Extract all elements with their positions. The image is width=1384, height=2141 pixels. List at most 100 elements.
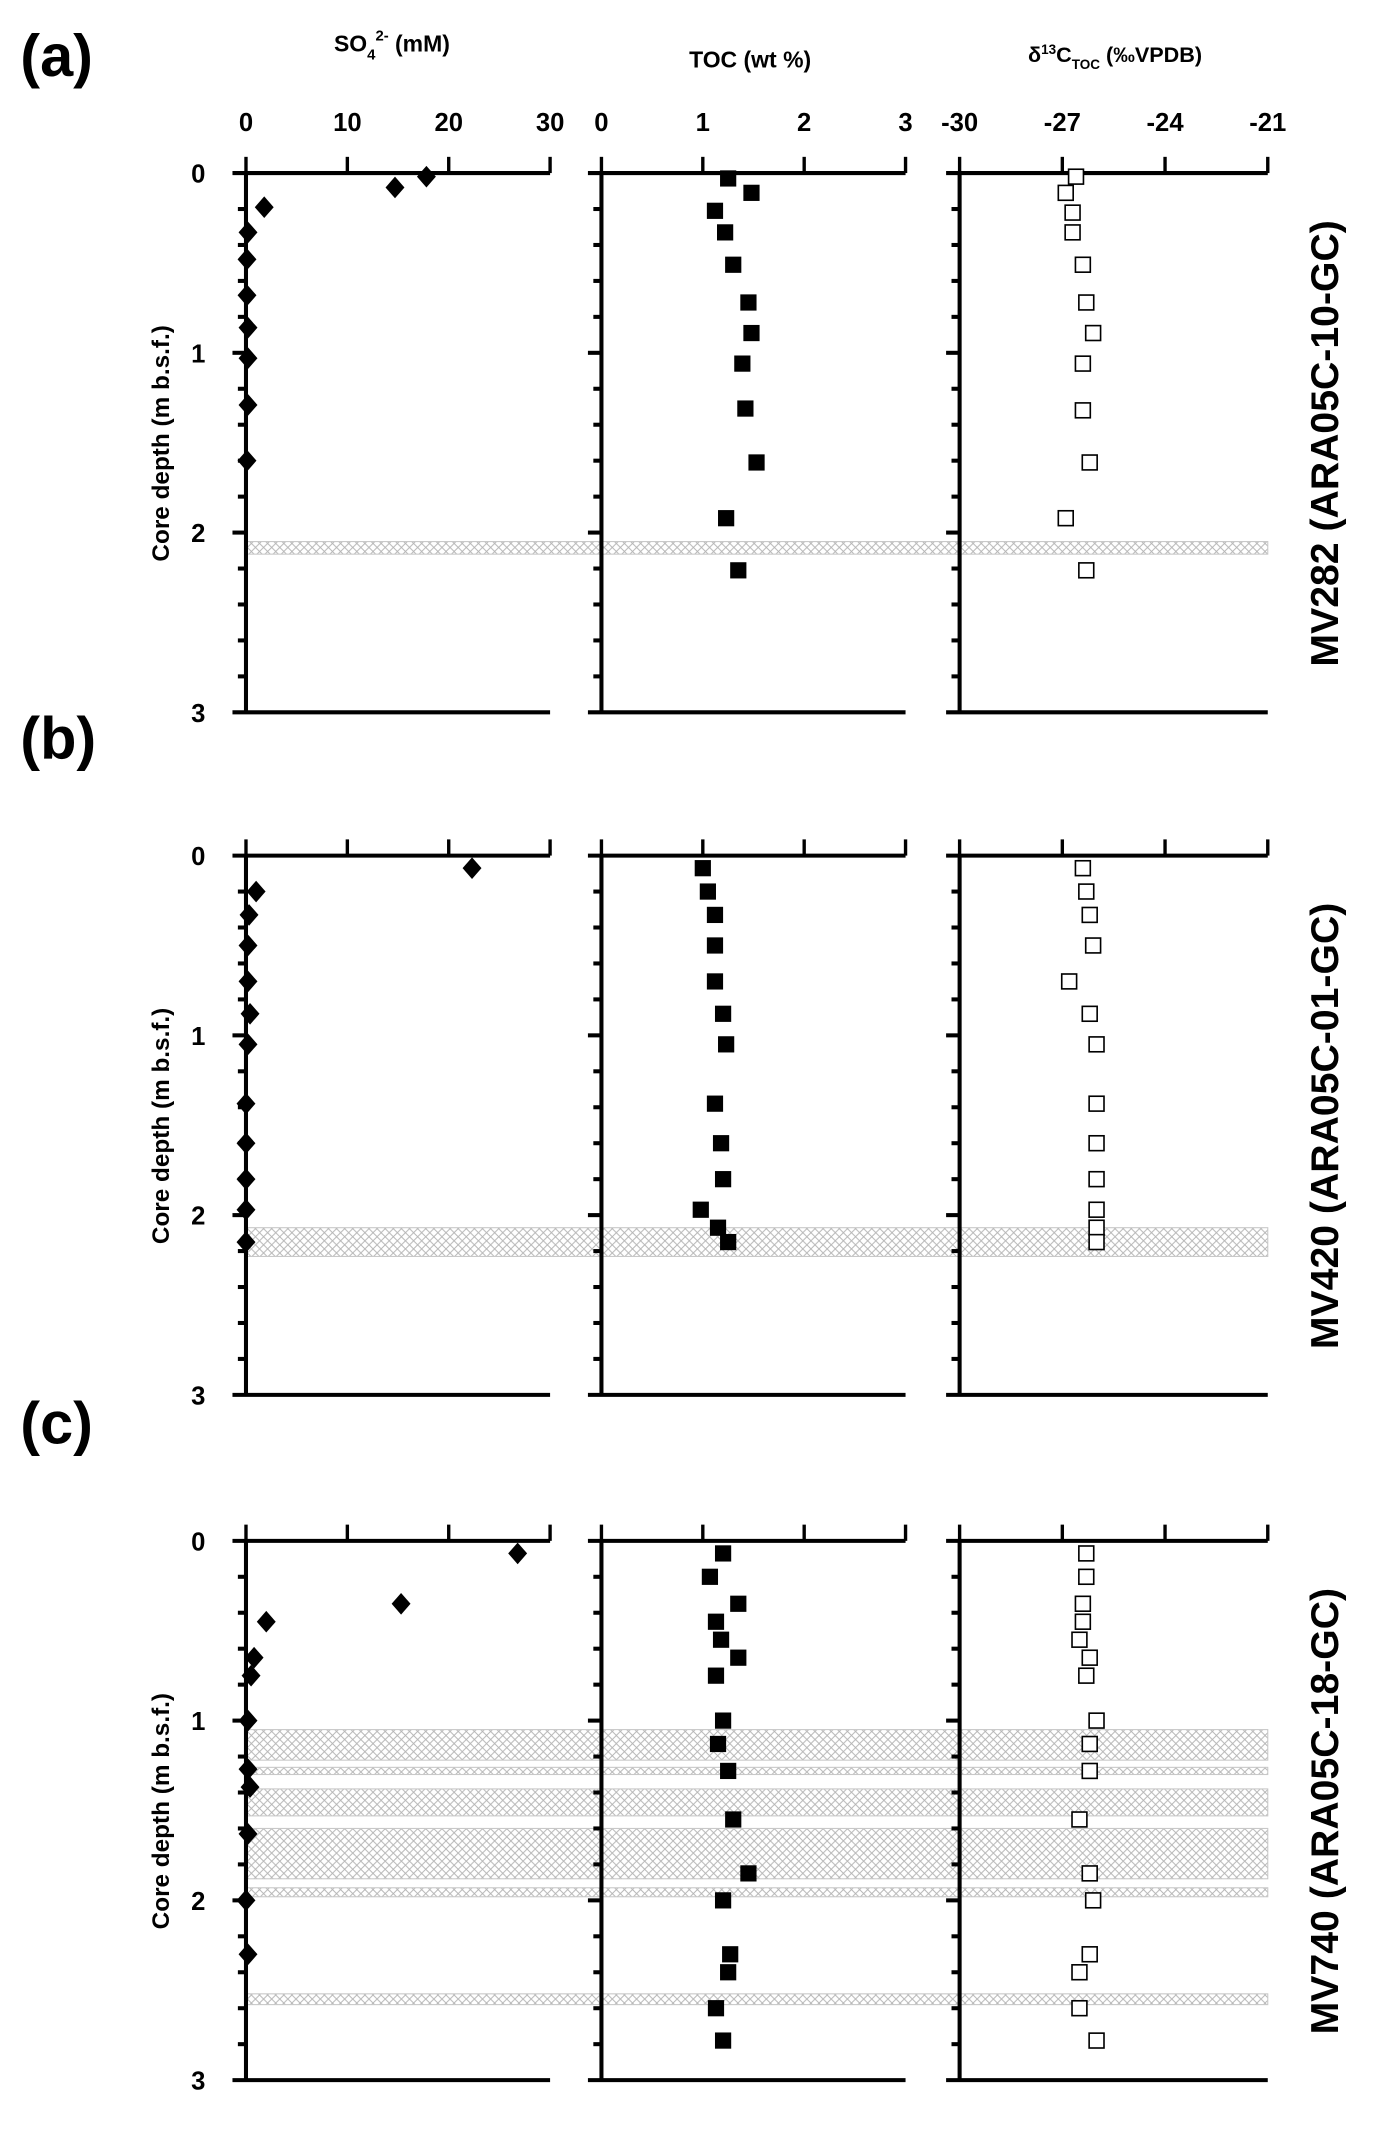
data-point-diamond [236, 1132, 256, 1155]
data-point-square [712, 1135, 730, 1152]
data-point-diamond [238, 394, 258, 416]
panel-b: (b) Core depth (m b.s.f.) MV420 (ARA05C-01… [20, 704, 1347, 1410]
data-point-diamond [416, 165, 436, 188]
data-point-square [718, 1036, 735, 1053]
data-point-square [714, 2032, 732, 2049]
data-point-open-square [1078, 562, 1095, 579]
data-point-square [712, 1631, 730, 1648]
data-point-open-square [1078, 1545, 1095, 1562]
data-point-diamond [241, 1664, 261, 1687]
data-point-open-square [1081, 1735, 1098, 1753]
data-point-open-square [1071, 1999, 1088, 2017]
panel-label: (b) [20, 704, 96, 771]
data-point-open-square [1088, 1036, 1105, 1053]
data-point-square [709, 1735, 727, 1753]
data-point-square [725, 1811, 742, 1828]
data-point-open-square [1081, 454, 1098, 471]
data-point-square [706, 1095, 724, 1112]
subplot-d13c [946, 839, 1270, 1397]
data-point-diamond [236, 1231, 256, 1253]
data-point-square [737, 400, 754, 417]
data-point-open-square [1057, 509, 1074, 527]
x-tick-label: -21 [1249, 109, 1286, 137]
x-tick-label: 2 [797, 109, 811, 137]
data-point-diamond [240, 1002, 260, 1025]
core-label: MV282 (ARA05C-10-GC) [1304, 220, 1347, 666]
hatched-interval [245, 1729, 1269, 1761]
data-point-square [714, 1892, 732, 1909]
x-tick-label: 20 [434, 109, 463, 137]
data-point-open-square [1074, 256, 1092, 273]
hatched-interval [245, 1887, 1269, 1898]
header-d13c: δ13CTOC (‰VPDB) [1028, 42, 1202, 72]
y-axis-label: Core depth (m b.s.f.) [148, 325, 175, 561]
data-point-square [720, 170, 737, 187]
data-point-square [725, 256, 742, 273]
data-point-square [706, 937, 724, 954]
data-point-open-square [1081, 906, 1098, 924]
data-point-diamond [236, 1198, 256, 1221]
data-point-open-square [1074, 402, 1092, 419]
data-point-square [720, 1964, 737, 1981]
header-so4: SO42- (mM) [334, 29, 450, 64]
subplot-toc [587, 839, 908, 1397]
hatched-interval [245, 1788, 1269, 1817]
data-point-diamond [237, 449, 257, 472]
subplot-so4: 0 10 20 30 [232, 109, 565, 715]
panel-c: (c) Core depth (m b.s.f.) MV740 (ARA05C-18… [20, 1390, 1347, 2096]
data-point-open-square [1084, 1892, 1102, 1909]
data-point-square [714, 1545, 732, 1562]
data-point-diamond [238, 1943, 258, 1966]
data-point-square [740, 1865, 757, 1882]
data-point-diamond [256, 1610, 276, 1633]
data-point-diamond [238, 1823, 258, 1845]
subplot-toc: 0 1 2 3 [587, 109, 913, 715]
data-point-diamond [236, 1889, 256, 1912]
x-tick-label: 30 [536, 109, 565, 137]
header-toc: TOC (wt %) [689, 47, 811, 73]
data-point-open-square [1078, 294, 1095, 311]
y-tick-label: 2 [191, 1203, 205, 1231]
y-tick-label: 2 [191, 520, 205, 548]
x-tick-label: -24 [1147, 109, 1185, 137]
data-point-open-square [1088, 1233, 1105, 1251]
data-point-open-square [1078, 1568, 1095, 1586]
data-point-diamond [236, 1092, 256, 1115]
y-tick-label: 1 [191, 340, 205, 368]
data-point-diamond [238, 1758, 258, 1780]
x-tick-label: -30 [941, 109, 978, 137]
data-point-square [740, 294, 757, 311]
data-point-open-square [1064, 204, 1081, 221]
hatched-interval [245, 1766, 1269, 1776]
data-point-diamond [508, 1542, 528, 1565]
data-point-open-square [1088, 1219, 1105, 1236]
data-point-open-square [1088, 1201, 1105, 1218]
y-tick-label: 3 [191, 700, 205, 728]
data-point-square [714, 1005, 732, 1022]
data-point-open-square [1088, 1095, 1105, 1112]
subplot-so4 [232, 839, 552, 1397]
subplot-so4 [232, 1524, 552, 2083]
data-point-square [743, 324, 760, 342]
subplot-d13c: -30 -27 -24 -21 [941, 109, 1286, 715]
data-point-open-square [1084, 937, 1102, 954]
data-point-open-square [1071, 1631, 1088, 1648]
data-point-open-square [1078, 1667, 1095, 1684]
x-tick-label: 0 [594, 109, 608, 137]
x-tick-label: 1 [696, 109, 710, 137]
data-point-square [718, 510, 735, 527]
data-point-open-square [1074, 1613, 1092, 1630]
data-point-open-square [1057, 184, 1074, 202]
data-point-diamond [238, 316, 258, 339]
y-axis-label: Core depth (m b.s.f.) [148, 1693, 175, 1929]
core-label: MV740 (ARA05C-18-GC) [1304, 1588, 1347, 2034]
data-point-square [730, 562, 747, 579]
data-point-open-square [1081, 1865, 1098, 1882]
x-tick-label: -27 [1044, 109, 1081, 137]
data-point-diamond [238, 1709, 258, 1732]
panel-label: (c) [20, 1390, 93, 1457]
data-point-diamond [236, 1168, 256, 1190]
data-point-square [720, 1762, 737, 1780]
data-point-open-square [1088, 2032, 1105, 2049]
